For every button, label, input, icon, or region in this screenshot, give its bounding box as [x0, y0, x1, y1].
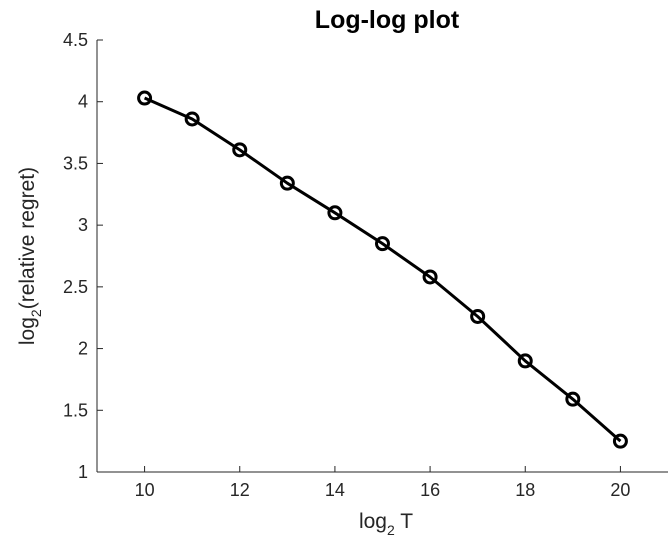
x-tick-label: 16	[420, 480, 440, 500]
data-point-marker	[184, 111, 200, 127]
x-axis-label: log2 T	[359, 510, 413, 538]
data-point-marker	[517, 353, 533, 369]
y-tick-label: 2	[78, 339, 88, 359]
y-axis-label-subscript: 2	[28, 309, 44, 317]
data-point-marker	[470, 308, 486, 324]
chart-title: Log-log plot	[315, 6, 460, 34]
y-tick-label: 3	[78, 215, 88, 235]
data-point-marker	[612, 433, 628, 449]
x-axis-label-rest: T	[395, 510, 413, 533]
y-axis-label: log2(relative regret)	[16, 167, 44, 345]
x-tick-label: 12	[230, 480, 250, 500]
data-point-marker	[375, 236, 390, 252]
data-point-marker	[232, 142, 248, 158]
data-point-marker	[565, 391, 581, 407]
y-axis-label-rest: (relative regret)	[16, 167, 39, 309]
y-tick-label: 1.5	[63, 400, 88, 420]
x-tick-label: 14	[325, 480, 345, 500]
y-tick-label: 4	[78, 92, 88, 112]
y-ticks: 1 1.5 2 2.5 3 3.5 4 4.5	[63, 30, 103, 482]
data-point-marker	[279, 175, 295, 191]
x-axis-label-subscript: 2	[387, 522, 395, 538]
x-tick-label: 20	[610, 480, 630, 500]
x-tick-label: 18	[515, 480, 535, 500]
series-layer	[137, 90, 628, 449]
y-tick-label: 1	[78, 462, 88, 482]
y-tick-label: 4.5	[63, 30, 88, 50]
x-tick-label: 10	[135, 480, 155, 500]
data-point-marker	[137, 90, 153, 106]
data-point-marker	[327, 205, 343, 221]
y-tick-label: 3.5	[63, 153, 88, 173]
series-line	[143, 96, 622, 443]
y-axis-label-base: log	[16, 317, 39, 345]
y-tick-label: 2.5	[63, 277, 88, 297]
x-ticks: 10 12 14 16 18 20	[135, 466, 630, 500]
x-axis-label-base: log	[359, 510, 387, 533]
data-point-marker	[422, 269, 438, 285]
